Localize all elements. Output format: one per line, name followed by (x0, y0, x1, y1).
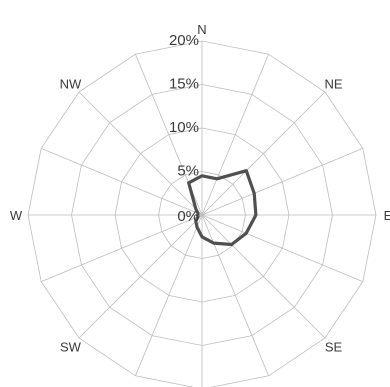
ring-label-3: 15% (169, 76, 199, 93)
grid-spoke-wsw (41, 214, 203, 282)
grid-ring-4 (27, 40, 377, 387)
direction-label-nw: NW (60, 77, 82, 92)
grid-spoke-nw (78, 91, 203, 216)
direction-label-sw: SW (60, 340, 82, 355)
grid-spoke-nne (201, 54, 269, 216)
ring-label-0: 0% (177, 208, 199, 225)
grid-spoke-ne (201, 91, 326, 216)
grid-spoke-ssw (135, 214, 203, 376)
ring-label-4: 20% (169, 32, 199, 49)
grid-spoke-wnw (41, 148, 203, 216)
grid-spoke-se (201, 214, 326, 339)
direction-label-se: SE (325, 340, 343, 355)
ring-labels: 0% 5% 10% 15% 20% (169, 32, 199, 225)
direction-label-n: N (197, 22, 206, 37)
series-layer (187, 169, 258, 247)
polar-grid (27, 40, 377, 387)
ring-label-1: 5% (177, 163, 199, 180)
grid-spoke-ene (201, 148, 363, 216)
direction-label-ne: NE (324, 77, 342, 92)
ring-label-2: 10% (169, 119, 199, 136)
direction-labels: N NE E SE SW W NW (10, 22, 390, 355)
direction-label-w: W (10, 208, 23, 223)
series-line-0 (187, 169, 258, 247)
direction-label-e: E (384, 208, 390, 223)
grid-spoke-sw (78, 214, 203, 339)
grid-spoke-ese (201, 214, 363, 282)
grid-spoke-sse (201, 214, 269, 376)
